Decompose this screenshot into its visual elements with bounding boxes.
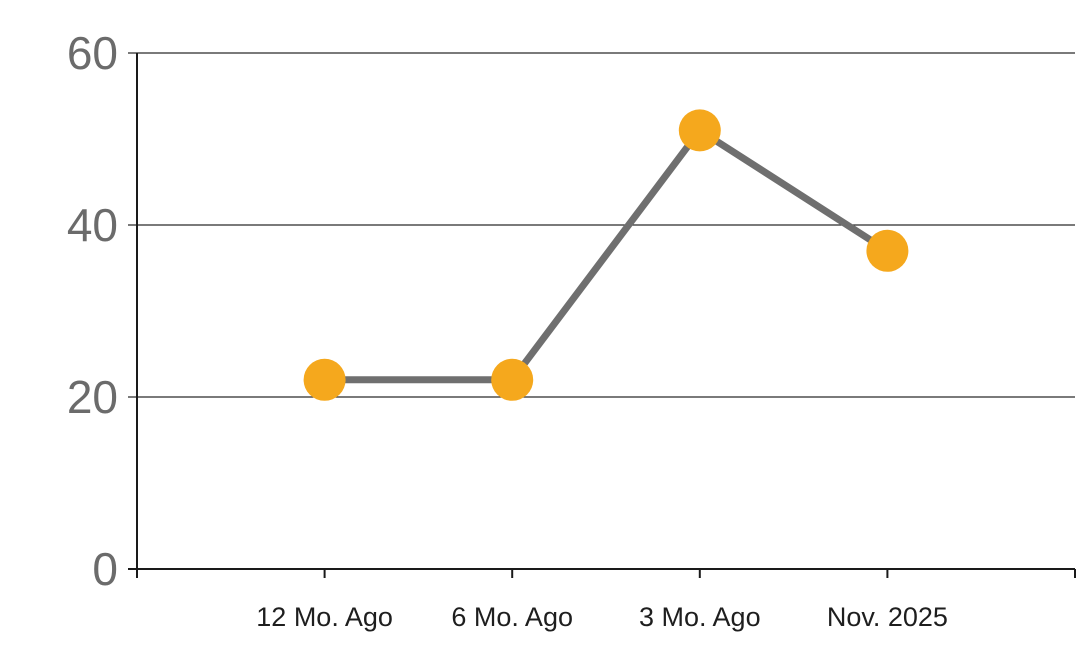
data-line — [321, 126, 891, 384]
y-tick-label: 40 — [67, 199, 118, 251]
data-point — [678, 109, 721, 152]
x-tick-label: 12 Mo. Ago — [256, 602, 393, 632]
x-tick-label: 3 Mo. Ago — [639, 602, 761, 632]
y-tick-label: 0 — [92, 543, 118, 595]
y-tick-label: 20 — [67, 371, 118, 423]
y-tick-label: 60 — [67, 27, 118, 79]
x-tick-label: 6 Mo. Ago — [451, 602, 573, 632]
data-point — [491, 358, 534, 401]
x-tick-label: Nov. 2025 — [827, 602, 948, 632]
data-point — [866, 229, 909, 272]
data-point — [303, 358, 346, 401]
